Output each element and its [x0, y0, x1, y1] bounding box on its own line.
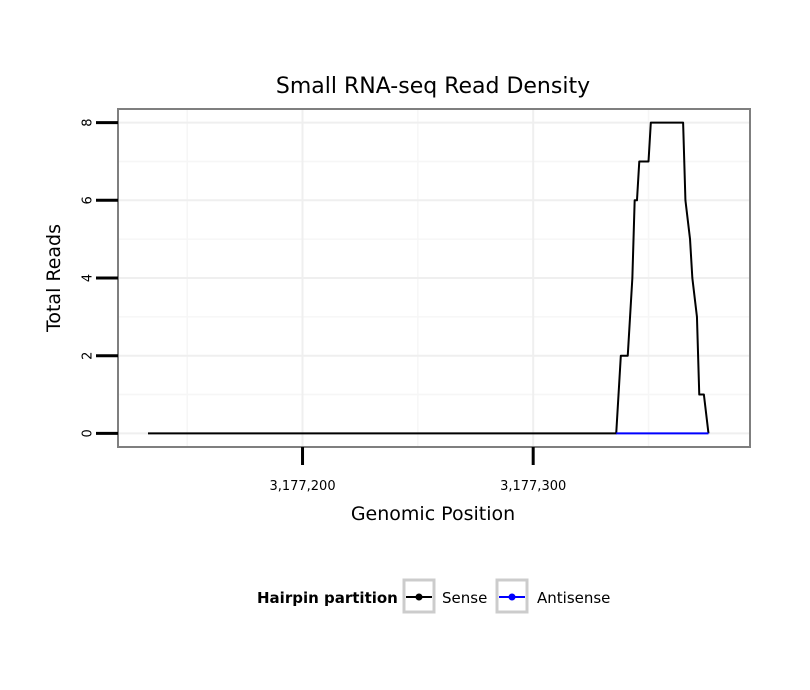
- grid-lines: [118, 109, 750, 447]
- series-line-sense: [147, 121, 710, 435]
- legend-key-sense: [402, 578, 436, 614]
- y-tick-label-2: 4: [81, 274, 96, 282]
- y-tick-label-4: 8: [81, 118, 96, 126]
- y-tick-label-1: 2: [81, 352, 96, 360]
- axes: 0 2 4 6 8 3,177,200 3,177,300: [81, 118, 567, 494]
- legend-key-antisense: [495, 578, 529, 614]
- legend-label-sense: Sense: [442, 589, 487, 607]
- y-tick-label-3: 6: [81, 196, 96, 204]
- legend: Hairpin partition Sense Antisense: [257, 578, 610, 614]
- legend-title: Hairpin partition: [257, 589, 398, 607]
- legend-key-antisense-point: [508, 593, 516, 601]
- y-tick-label-0: 0: [81, 429, 96, 437]
- chart-title: Small RNA-seq Read Density: [276, 74, 590, 99]
- y-axis-title: Total Reads: [43, 224, 65, 333]
- x-tick-label-0: 3,177,200: [269, 479, 335, 494]
- x-tick-label-1: 3,177,300: [500, 479, 566, 494]
- x-axis-title: Genomic Position: [351, 503, 515, 525]
- series-lines: [147, 121, 710, 435]
- legend-key-sense-point: [415, 593, 423, 601]
- legend-label-antisense: Antisense: [537, 589, 610, 607]
